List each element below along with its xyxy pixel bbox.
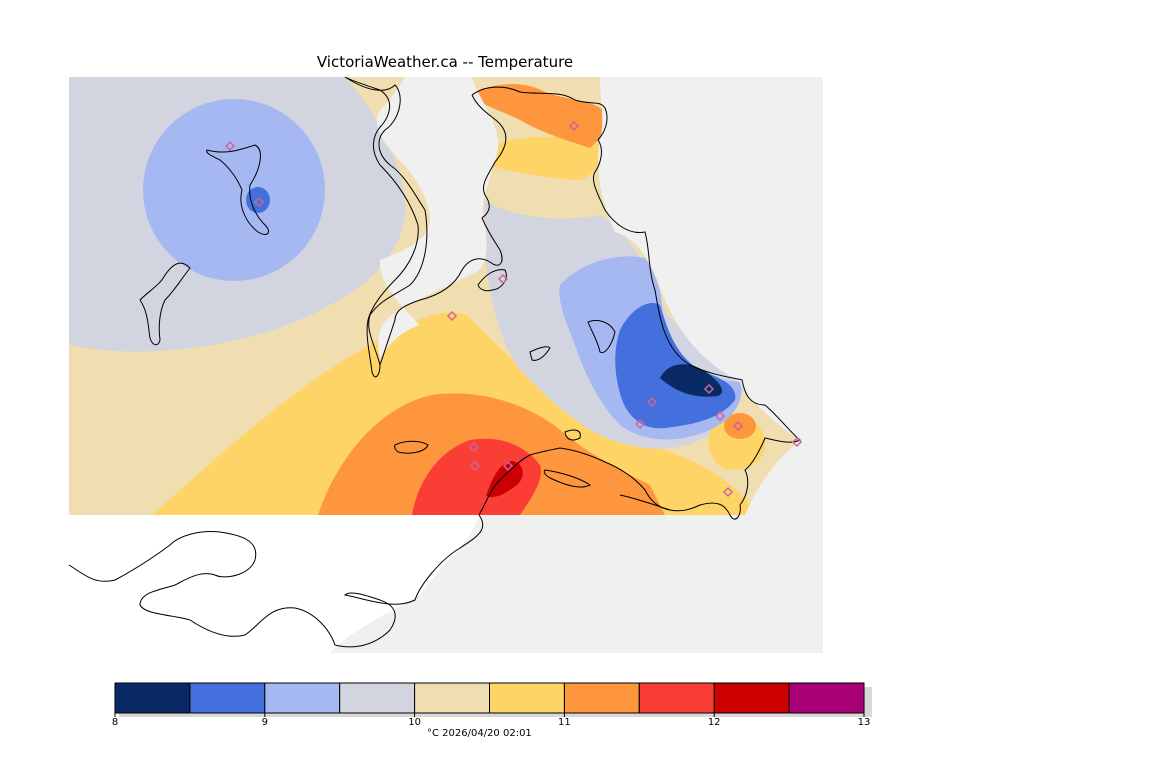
station-marker bbox=[646, 396, 658, 408]
station-marker bbox=[446, 310, 458, 322]
coastline-saanich-east bbox=[471, 86, 801, 520]
legend-tick-label: 12 bbox=[707, 717, 721, 728]
legend-swatch bbox=[563, 682, 640, 714]
legend-swatch bbox=[264, 682, 341, 714]
contour-11p5-12-south bbox=[412, 438, 541, 515]
contour-11-11p5-east bbox=[724, 413, 756, 439]
station-marker bbox=[468, 441, 480, 453]
legend-swatch bbox=[189, 682, 266, 714]
station-marker bbox=[714, 410, 726, 422]
coastline-inner-inlet bbox=[477, 269, 507, 292]
contour-11-11p5-north bbox=[472, 84, 607, 148]
no-data-sea-northeast bbox=[598, 77, 823, 515]
temperature-field bbox=[69, 77, 823, 515]
coastline-oak-bay bbox=[564, 429, 581, 441]
station-markers bbox=[224, 120, 803, 498]
contour-10p5-11-north bbox=[485, 136, 602, 180]
legend-colorbar bbox=[114, 682, 872, 717]
legend-swatch bbox=[339, 682, 416, 714]
coastline-central-peninsula bbox=[344, 76, 428, 378]
coastline-small-island-1 bbox=[394, 440, 429, 454]
no-data-sea-south bbox=[330, 515, 823, 653]
legend-tick-label: 13 bbox=[857, 717, 871, 728]
station-marker bbox=[703, 383, 715, 395]
coastline-saanich-west bbox=[379, 94, 507, 366]
legend-swatch bbox=[114, 682, 191, 714]
legend-swatch bbox=[638, 682, 715, 714]
legend-tick-label: 11 bbox=[558, 717, 571, 728]
station-marker bbox=[722, 486, 734, 498]
station-marker bbox=[732, 420, 744, 432]
coastline-south-island bbox=[68, 514, 484, 648]
legend-tick-label: 10 bbox=[408, 717, 421, 728]
coastline-small-island-2 bbox=[529, 346, 551, 361]
station-marker bbox=[634, 418, 646, 430]
coastline-victoria-harbour bbox=[478, 447, 671, 516]
station-marker bbox=[469, 460, 481, 472]
legend-tick-label: 9 bbox=[261, 717, 268, 728]
legend-swatch bbox=[788, 682, 865, 714]
no-data-sea-north bbox=[376, 77, 499, 360]
coastline-west-peninsula bbox=[139, 262, 191, 346]
legend-footer: °C 2026/04/20 02:01 bbox=[427, 728, 532, 739]
legend-swatch bbox=[414, 682, 491, 714]
legend-swatch bbox=[489, 682, 565, 714]
legend-swatch bbox=[713, 682, 790, 714]
station-marker bbox=[497, 273, 509, 285]
contour-10-10p5-north bbox=[485, 180, 600, 219]
station-marker bbox=[502, 460, 514, 472]
coastline-northwest-island bbox=[206, 144, 269, 235]
coastline-small-island-3 bbox=[587, 319, 616, 354]
map-title: VictoriaWeather.ca -- Temperature bbox=[316, 53, 574, 71]
station-marker bbox=[224, 140, 236, 152]
coastline-point-south bbox=[543, 469, 591, 488]
contour-9-9p5-northwest bbox=[143, 99, 325, 281]
coastlines bbox=[68, 76, 801, 648]
legend-ticks bbox=[114, 713, 865, 717]
contour-12-12p5-south bbox=[486, 461, 523, 498]
station-marker bbox=[791, 436, 803, 448]
station-marker bbox=[568, 120, 580, 132]
legend-tick-label: 8 bbox=[111, 717, 119, 728]
station-marker bbox=[253, 196, 265, 208]
